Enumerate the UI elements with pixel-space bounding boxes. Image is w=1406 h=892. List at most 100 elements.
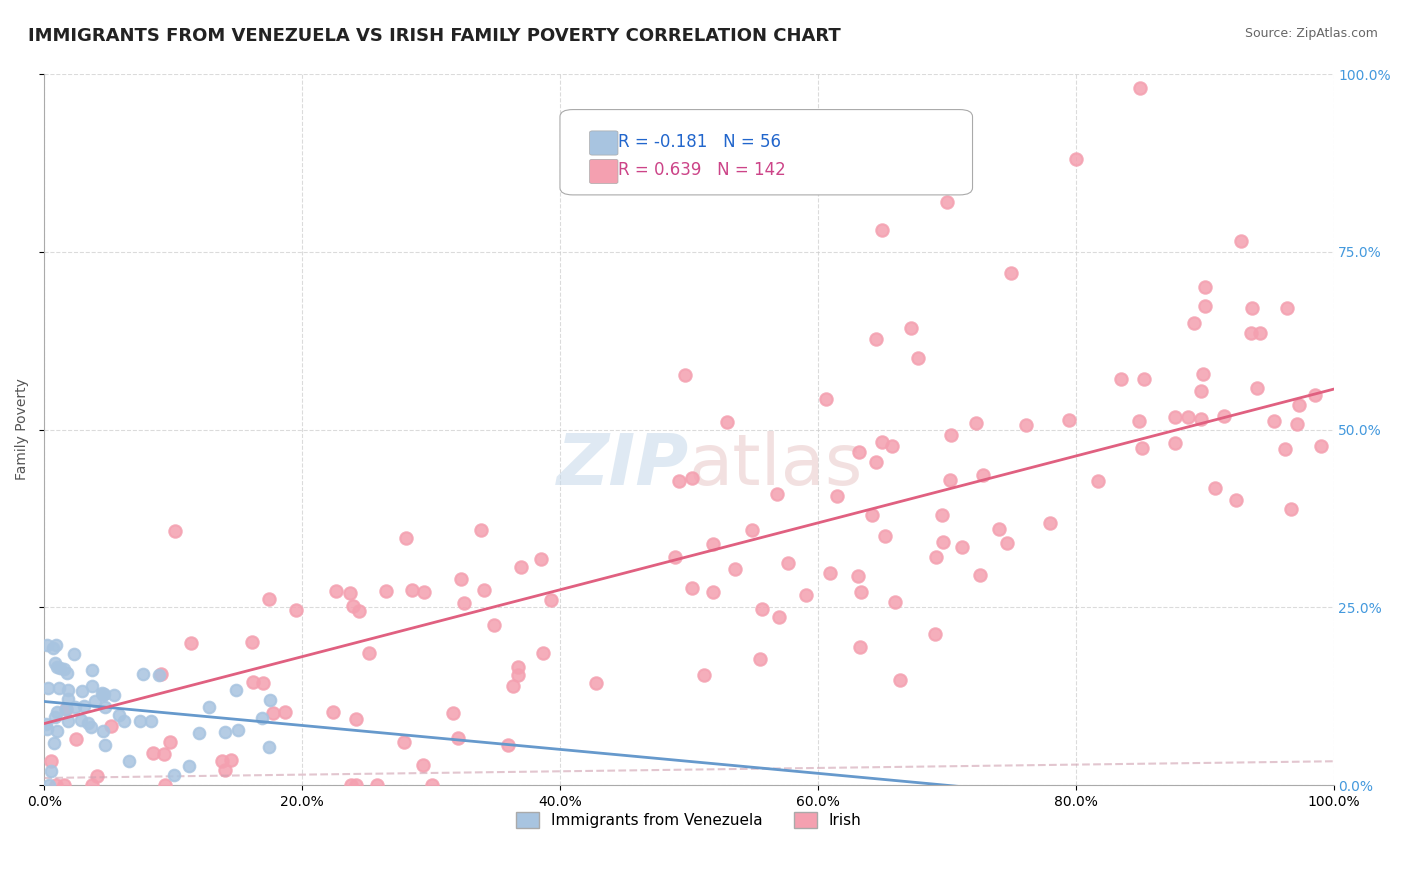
Point (1212, 409, 1234, 423)
Point (55, 701, 77, 715)
FancyBboxPatch shape (589, 160, 619, 184)
Point (392, 735, 415, 749)
Point (496, 739, 519, 753)
Point (1164, 435, 1187, 450)
Text: R = 0.639   N = 142: R = 0.639 N = 142 (619, 161, 786, 179)
Point (766, 487, 789, 501)
Point (484, 617, 506, 632)
Point (180, 636, 202, 650)
Point (153, 778, 176, 792)
Point (252, 675, 274, 690)
Point (924, 626, 946, 640)
Point (1182, 317, 1205, 331)
Point (931, 508, 953, 522)
Point (80, 720, 103, 734)
Point (815, 392, 838, 406)
Point (401, 582, 423, 597)
Point (972, 467, 994, 482)
Point (508, 668, 530, 682)
Point (56, 691, 79, 706)
Point (86, 768, 108, 782)
Point (55, 666, 77, 681)
Point (1274, 442, 1296, 456)
Point (93, 687, 115, 701)
Point (39, 764, 62, 778)
Point (274, 705, 297, 719)
Point (188, 726, 211, 740)
Point (149, 667, 172, 681)
Point (1064, 153, 1087, 167)
Y-axis label: Family Poverty: Family Poverty (15, 378, 30, 481)
Point (1275, 301, 1298, 315)
Point (681, 581, 703, 595)
Point (58, 714, 80, 728)
Point (1230, 234, 1253, 248)
Point (91, 686, 114, 700)
Point (344, 712, 367, 726)
Point (219, 753, 242, 767)
Point (395, 531, 418, 545)
Point (693, 668, 716, 682)
Point (72, 699, 94, 714)
Point (142, 746, 165, 760)
Point (165, 524, 187, 539)
Text: IMMIGRANTS FROM VENEZUELA VS IRISH FAMILY POVERTY CORRELATION CHART: IMMIGRANTS FROM VENEZUELA VS IRISH FAMIL… (28, 27, 841, 45)
Point (80, 778, 103, 792)
Point (339, 778, 361, 792)
Point (673, 368, 696, 383)
Point (1000, 266, 1022, 280)
Point (84, 694, 107, 708)
Point (900, 320, 922, 334)
Point (70, 683, 93, 698)
Text: R = -0.181   N = 56: R = -0.181 N = 56 (619, 133, 780, 151)
Point (37, 639, 59, 653)
Point (1240, 326, 1263, 341)
Point (849, 585, 872, 599)
Point (1087, 474, 1109, 488)
Point (1309, 439, 1331, 453)
Point (450, 572, 472, 586)
Point (46, 705, 69, 719)
Point (965, 417, 987, 431)
Point (339, 585, 361, 599)
Point (80, 679, 103, 693)
Point (1128, 414, 1150, 428)
Point (1263, 415, 1285, 429)
Point (1225, 492, 1247, 507)
Point (907, 351, 929, 365)
Point (702, 585, 724, 599)
Point (1288, 398, 1310, 412)
Point (69, 714, 91, 728)
Point (48, 661, 70, 675)
Point (702, 537, 724, 551)
Point (1164, 409, 1187, 424)
Point (325, 583, 347, 598)
Point (540, 592, 562, 607)
Point (48, 681, 70, 696)
Point (35, 722, 58, 736)
Point (751, 602, 773, 616)
Point (872, 223, 894, 237)
Point (1133, 372, 1156, 386)
Point (38, 778, 60, 792)
Point (375, 584, 398, 599)
Point (139, 714, 162, 728)
Point (91, 724, 114, 739)
Point (1129, 81, 1152, 95)
Point (1191, 367, 1213, 381)
Point (510, 560, 533, 574)
Point (45, 638, 67, 652)
Point (453, 596, 475, 610)
Point (870, 434, 893, 449)
Point (741, 524, 763, 538)
Point (849, 640, 872, 654)
Text: atlas: atlas (689, 431, 863, 500)
Point (342, 599, 364, 614)
Point (39, 754, 62, 768)
Point (211, 754, 233, 768)
Point (1057, 413, 1080, 427)
Point (214, 724, 236, 739)
Point (1039, 516, 1062, 531)
Point (1109, 372, 1132, 386)
Point (257, 592, 280, 607)
